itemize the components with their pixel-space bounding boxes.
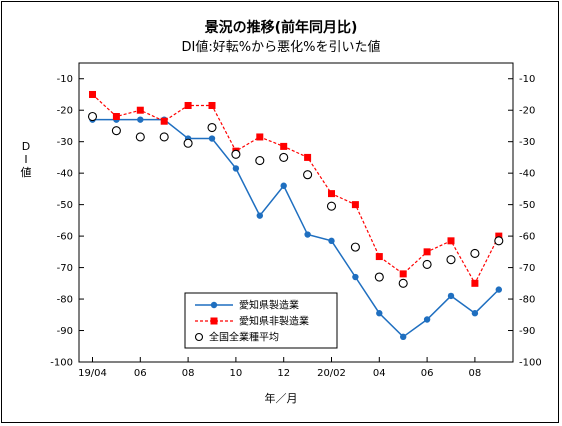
data-point-nonmanufacturing	[328, 190, 335, 198]
x-tick-label: 12	[277, 368, 290, 379]
data-point-national	[87, 111, 98, 122]
data-point-national	[374, 272, 384, 282]
data-point-nonmanufacturing	[280, 142, 288, 150]
data-point-nonmanufacturing	[423, 248, 431, 256]
data-point-national	[231, 149, 241, 159]
y-tick-label-left: -100	[50, 358, 73, 369]
y-tick-label-left: -10	[57, 74, 73, 85]
data-point-national	[255, 156, 265, 166]
data-point-manufacturing	[304, 231, 311, 238]
data-point-manufacturing	[495, 286, 502, 293]
x-tick-label: 06	[134, 368, 147, 379]
data-point-nonmanufacturing	[399, 270, 407, 278]
y-tick-label-left: -70	[57, 263, 73, 274]
data-point-national	[159, 132, 169, 142]
data-point-national	[303, 170, 313, 180]
series-line-manufacturing	[92, 118, 500, 338]
data-point-nonmanufacturing	[375, 253, 383, 261]
y-tick-label-right: -50	[519, 200, 535, 211]
data-point-nonmanufacturing	[112, 113, 120, 121]
data-point-manufacturing	[328, 237, 335, 245]
data-point-nonmanufacturing	[208, 101, 216, 109]
legend-entry-label: 愛知県非製造業	[239, 315, 309, 328]
data-point-national	[470, 248, 480, 258]
y-tick-label-right: -30	[519, 137, 535, 148]
y-tick-label-right: -40	[519, 169, 535, 180]
y-tick-label-left: -60	[57, 232, 73, 243]
data-point-national	[446, 255, 456, 265]
y-tick-label-right: -90	[519, 326, 535, 337]
data-point-manufacturing	[137, 116, 144, 123]
data-point-manufacturing	[208, 135, 216, 142]
x-tick-label: 06	[421, 368, 434, 379]
y-tick-label-right: -20	[519, 106, 535, 117]
y-tick-label-right: -100	[519, 358, 542, 369]
data-point-manufacturing	[471, 310, 479, 317]
data-point-national	[398, 278, 408, 288]
data-point-manufacturing	[376, 310, 383, 317]
data-point-national	[350, 242, 360, 252]
series-line-nonmanufacturing	[92, 94, 500, 285]
data-point-nonmanufacturing	[256, 133, 264, 141]
data-point-nonmanufacturing	[471, 279, 479, 287]
chart-title: 景況の推移(前年同月比)	[204, 20, 358, 36]
legend-entry-label: 愛知県製造業	[239, 299, 299, 312]
data-point-national	[183, 138, 193, 148]
x-tick-label: 20/02	[317, 368, 346, 379]
data-point-nonmanufacturing	[447, 237, 455, 245]
y-tick-label-right: -60	[519, 232, 535, 243]
x-tick-label: 08	[182, 368, 195, 379]
x-tick-label: 08	[469, 368, 482, 379]
data-point-manufacturing	[256, 212, 263, 219]
legend-marker-manufacturing	[210, 301, 218, 309]
y-tick-label-left: -80	[57, 295, 73, 306]
x-tick-label: 19/04	[78, 368, 107, 379]
y-axis-label: D I 値	[20, 140, 32, 179]
data-point-national	[279, 152, 289, 162]
data-point-nonmanufacturing	[304, 153, 312, 161]
data-point-manufacturing	[423, 316, 431, 323]
y-tick-label-left: -50	[57, 200, 73, 211]
data-point-manufacturing	[447, 292, 455, 300]
legend-entry-label: 全国全業種平均	[209, 331, 279, 344]
x-tick-label: 10	[230, 368, 243, 379]
data-point-manufacturing	[400, 333, 407, 341]
y-tick-label-right: -70	[519, 263, 535, 274]
y-tick-label-left: -40	[57, 169, 73, 180]
x-tick-label: 04	[373, 368, 386, 379]
data-point-national	[135, 132, 145, 142]
data-point-national	[207, 122, 217, 133]
chart-subtitle: DI値:好転%から悪化%を引いた値	[181, 40, 381, 55]
data-point-national	[111, 126, 121, 136]
data-point-nonmanufacturing	[136, 106, 144, 114]
y-tick-label-right: -80	[519, 295, 535, 306]
data-point-manufacturing	[352, 273, 359, 281]
data-point-nonmanufacturing	[495, 232, 503, 240]
data-point-nonmanufacturing	[184, 101, 192, 109]
data-point-national	[422, 259, 432, 269]
legend-marker-national	[194, 332, 204, 342]
data-point-manufacturing	[280, 182, 287, 189]
data-point-national	[494, 236, 504, 246]
data-point-nonmanufacturing	[89, 90, 96, 98]
y-tick-label-right: -10	[519, 74, 535, 85]
data-point-nonmanufacturing	[351, 201, 359, 209]
data-point-national	[326, 201, 337, 211]
y-tick-label-left: -30	[57, 137, 73, 148]
legend-marker-nonmanufacturing	[210, 317, 218, 325]
data-point-nonmanufacturing	[160, 117, 168, 125]
x-axis-label: 年／月	[264, 392, 298, 405]
plot-area	[78, 62, 514, 363]
data-point-manufacturing	[232, 165, 240, 172]
y-tick-label-left: -20	[57, 106, 73, 117]
y-tick-label-left: -90	[57, 326, 73, 337]
